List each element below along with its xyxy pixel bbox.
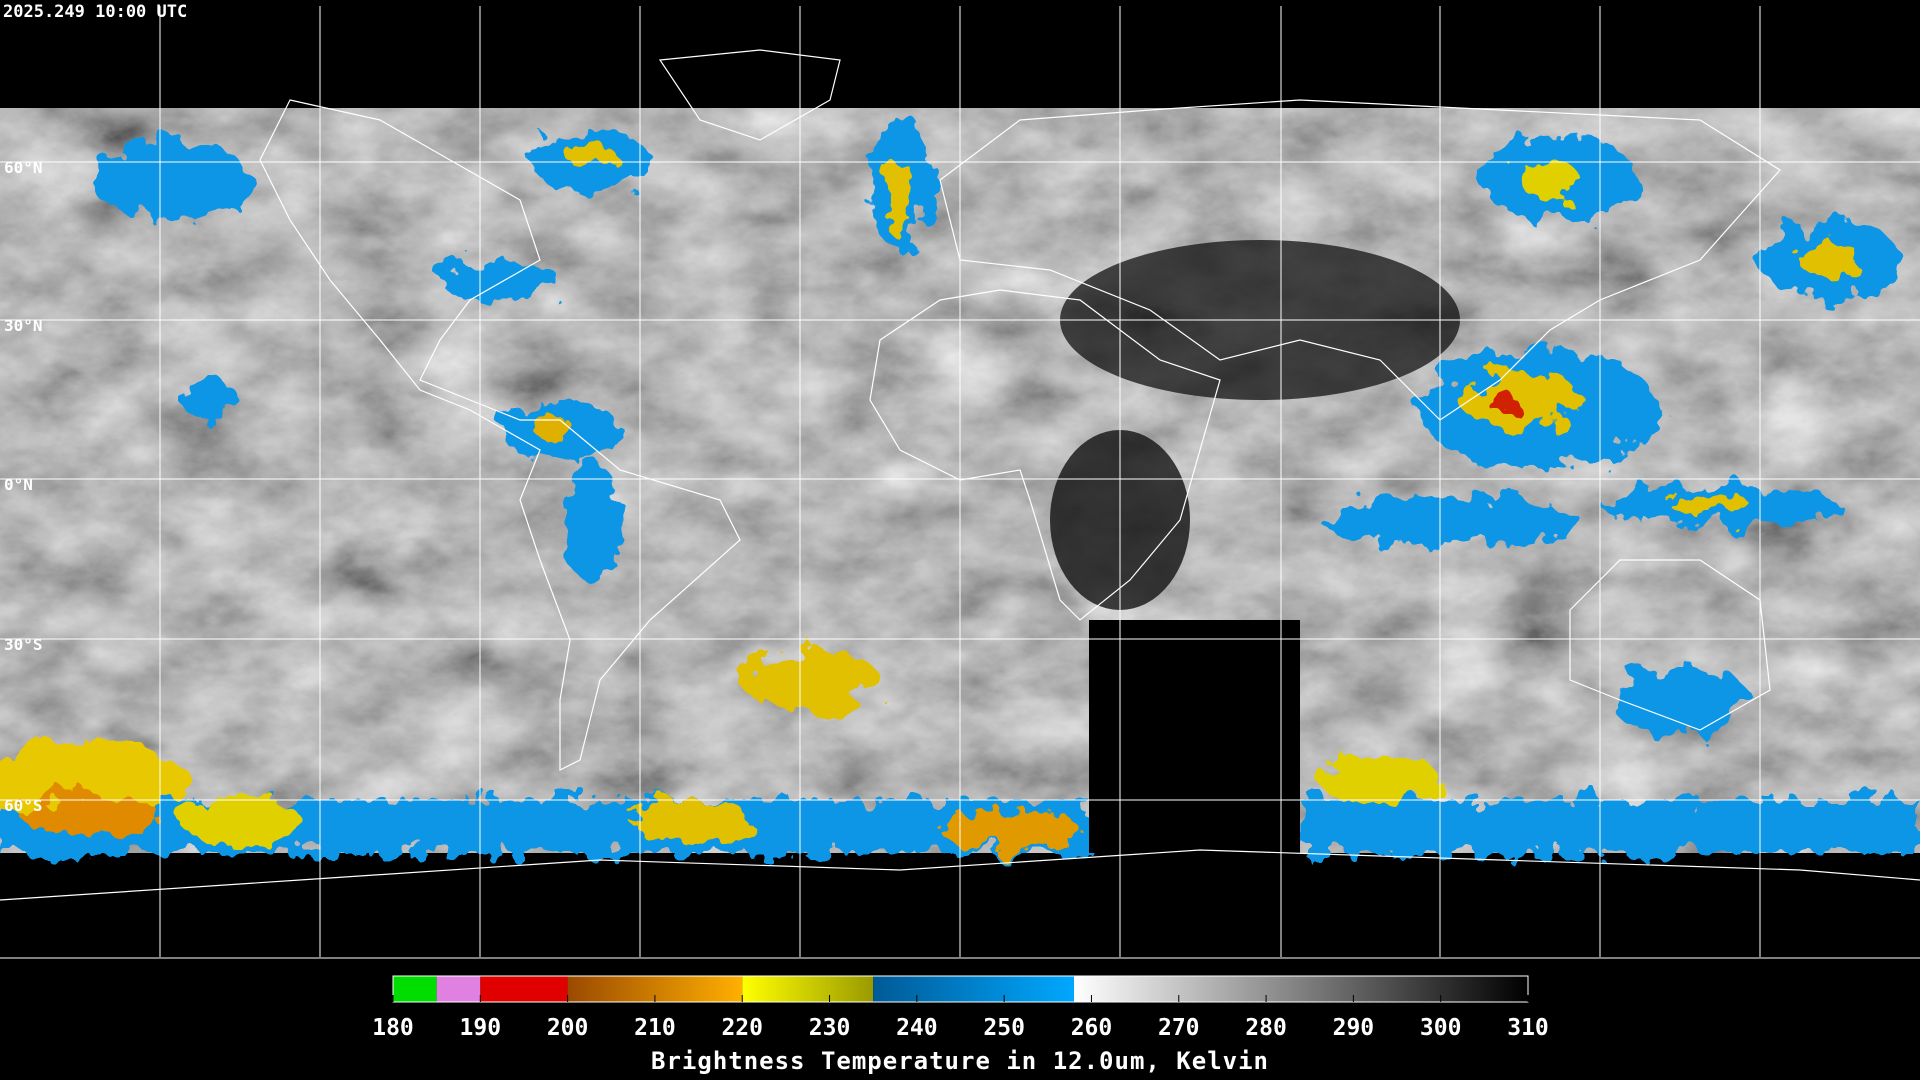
latitude-label: 60°N — [4, 158, 43, 177]
colorbar-tick-label: 190 — [460, 1015, 502, 1041]
colorbar-segment — [436, 976, 481, 1002]
colorbar-segment — [873, 976, 1074, 1002]
latitude-label: 30°S — [4, 635, 43, 654]
colorbar-tick-label: 250 — [983, 1015, 1025, 1041]
colorbar-tick-label: 310 — [1507, 1015, 1549, 1041]
colorbar-tick-label: 240 — [896, 1015, 938, 1041]
cold-cloud-tops — [0, 110, 1920, 853]
colorbar-tick-label: 200 — [547, 1015, 589, 1041]
no-data-region — [1089, 620, 1300, 853]
colorbar-segment — [480, 976, 568, 1002]
colorbar-tick-label: 180 — [372, 1015, 414, 1041]
latitude-labels: 60°N 30°N 0°N 30°S 60°S — [4, 158, 43, 815]
colorbar-segment — [393, 976, 437, 1002]
latitude-label: 60°S — [4, 796, 43, 815]
colorbar-title: Brightness Temperature in 12.0um, Kelvin — [651, 1047, 1269, 1075]
colorbar-tick-label: 270 — [1158, 1015, 1200, 1041]
latitude-label: 30°N — [4, 316, 43, 335]
coastlines — [0, 49, 1920, 901]
colorbar-segment — [742, 976, 874, 1002]
colorbar-tick-label: 230 — [809, 1015, 851, 1041]
colorbar-tick-label: 300 — [1420, 1015, 1462, 1041]
colorbar-segment — [1074, 976, 1528, 1002]
colorbar-tick-label: 290 — [1333, 1015, 1375, 1041]
colorbar-frame — [392, 975, 1529, 1003]
latitude-label: 0°N — [4, 475, 33, 494]
colorbar-tick-label: 260 — [1071, 1015, 1113, 1041]
graticule — [0, 6, 1920, 957]
timestamp: 2025.249 10:00 UTC — [3, 2, 187, 22]
colorbar-tick-label: 210 — [634, 1015, 676, 1041]
colorbar-tick-label: 220 — [721, 1015, 763, 1041]
colorbar-tick-label: 280 — [1245, 1015, 1287, 1041]
colorbar: 180 190 200 210 220 230 240 250 260 270 280 290 300 3… — [372, 975, 1549, 1041]
